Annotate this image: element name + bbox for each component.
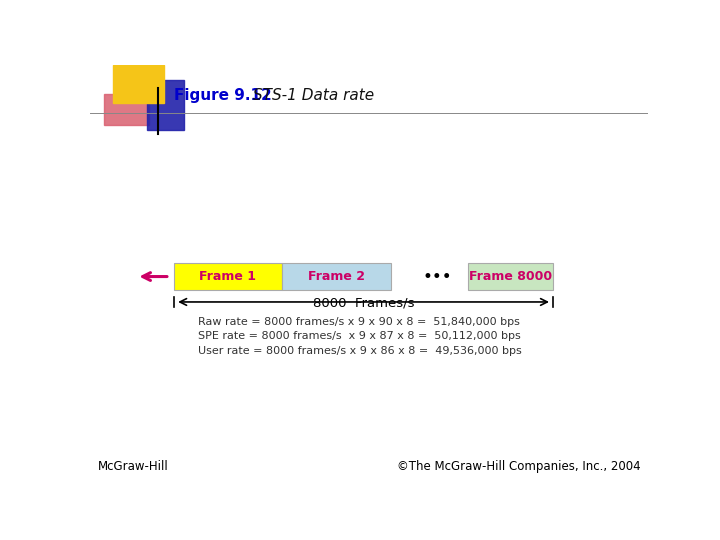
Text: 8000  Frames/s: 8000 Frames/s	[312, 296, 414, 309]
Text: Figure 9.12: Figure 9.12	[174, 88, 271, 103]
Bar	[468, 262, 554, 291]
Text: •••: •••	[423, 267, 452, 286]
Text: Raw rate = 8000 frames/s x 9 x 90 x 8 =  51,840,000 bps: Raw rate = 8000 frames/s x 9 x 90 x 8 = …	[199, 316, 521, 327]
Text: Frame 1: Frame 1	[199, 270, 256, 283]
Text: STS-1 Data rate: STS-1 Data rate	[253, 88, 374, 103]
Text: User rate = 8000 frames/s x 9 x 86 x 8 =  49,536,000 bps: User rate = 8000 frames/s x 9 x 86 x 8 =…	[199, 346, 522, 356]
Bar	[174, 262, 282, 291]
Bar	[113, 65, 163, 103]
Text: Frame 2: Frame 2	[308, 270, 365, 283]
Text: McGraw-Hill: McGraw-Hill	[98, 460, 168, 473]
Bar	[282, 262, 391, 291]
Text: Frame 8000: Frame 8000	[469, 270, 552, 283]
Text: ©The McGraw-Hill Companies, Inc., 2004: ©The McGraw-Hill Companies, Inc., 2004	[397, 460, 640, 473]
Bar	[104, 94, 149, 125]
Text: SPE rate = 8000 frames/s  x 9 x 87 x 8 =  50,112,000 bps: SPE rate = 8000 frames/s x 9 x 87 x 8 = …	[199, 331, 521, 341]
Bar	[147, 80, 184, 130]
